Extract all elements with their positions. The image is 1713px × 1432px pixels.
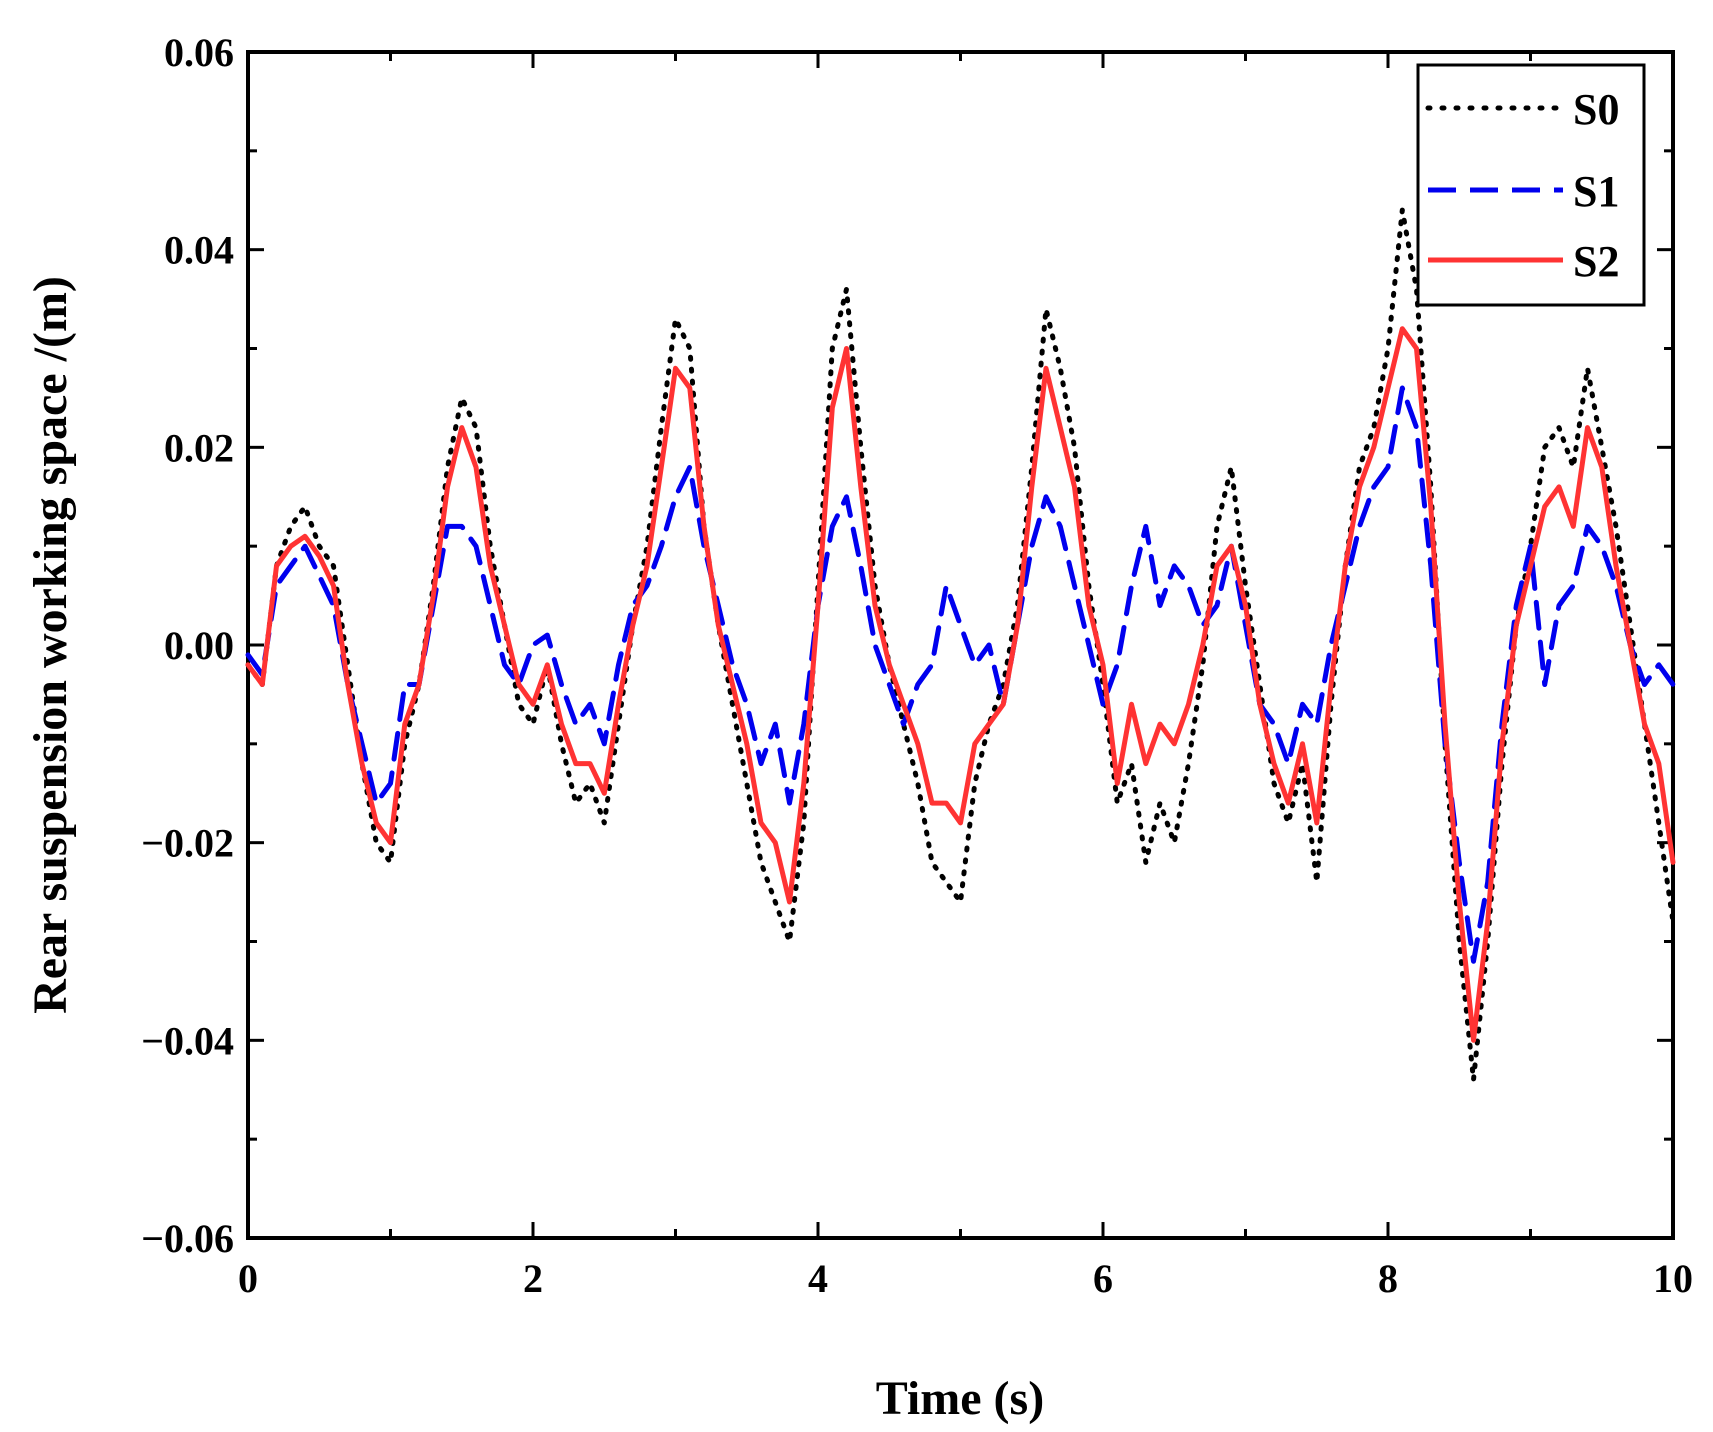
x-tick-label: 10 <box>1653 1256 1693 1301</box>
series-line-s2 <box>245 326 1676 1043</box>
x-tick-label: 0 <box>238 1256 258 1301</box>
x-tick-label: 8 <box>1378 1256 1398 1301</box>
legend-box <box>1416 63 1646 307</box>
x-tick-label: 4 <box>808 1256 828 1301</box>
series-line-s1 <box>245 385 1676 964</box>
legend-label-s2: S2 <box>1573 237 1619 286</box>
x-tick-label: 2 <box>523 1256 543 1301</box>
y-tick-label: −0.06 <box>141 1216 234 1261</box>
y-tick-label: −0.04 <box>141 1018 234 1063</box>
legend: S0 S1 S2 <box>1416 63 1646 307</box>
y-tick-label: 0.04 <box>164 228 234 273</box>
x-tick-label: 6 <box>1093 1256 1113 1301</box>
legend-label-s1: S1 <box>1573 167 1619 216</box>
y-tick-label: −0.02 <box>141 821 234 866</box>
legend-label-s0: S0 <box>1573 85 1619 134</box>
y-axis-title: Rear suspension working space /(m) <box>24 276 77 1014</box>
x-axis-title: Time (s) <box>876 1372 1044 1425</box>
y-tick-label: 0.02 <box>164 425 234 470</box>
y-tick-label: 0.06 <box>164 30 234 75</box>
y-tick-label: 0.00 <box>164 623 234 668</box>
series-line-s0 <box>245 207 1676 1083</box>
